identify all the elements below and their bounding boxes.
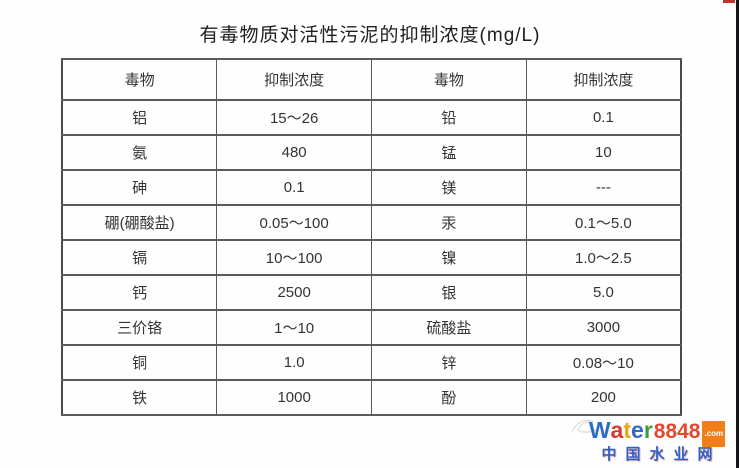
concentration-cell: 3000 — [525, 309, 682, 346]
table-row: 铝 15～26 铅 0.1 — [61, 99, 682, 136]
concentration-cell: 0.1 — [525, 99, 682, 136]
table-row: 硼(硼酸盐) 0.05～100 汞 0.1～5.0 — [61, 204, 682, 241]
concentration-cell: 0.1 — [216, 169, 372, 206]
brand-number: 8848 — [653, 420, 701, 443]
header-cell-concentration-left: 抑制浓度 — [216, 58, 372, 101]
brand-letter: t — [623, 417, 632, 443]
concentration-cell: 0.05～100 — [216, 204, 372, 241]
page-title: 有毒物质对活性污泥的抑制浓度(mg/L) — [199, 25, 541, 46]
site-name: 中国水业网 — [601, 446, 722, 463]
brand-letter: W — [588, 417, 611, 443]
toxin-concentration-table: 毒物 抑制浓度 毒物 抑制浓度 铝 15～26 铅 0.1 氨 480 锰 10… — [61, 58, 682, 416]
toxin-cell: 铝 — [61, 99, 218, 136]
toxin-cell: 铅 — [371, 99, 527, 136]
header-cell-toxin-right: 毒物 — [371, 58, 527, 101]
concentration-cell: 2500 — [216, 274, 372, 311]
toxin-cell: 氨 — [61, 134, 218, 171]
toxin-cell: 锌 — [371, 344, 527, 381]
toxin-cell: 酚 — [371, 379, 527, 416]
concentration-cell: 1.0 — [216, 344, 372, 381]
toxin-cell: 铜 — [61, 344, 218, 381]
toxin-cell: 镁 — [371, 169, 527, 206]
table-row: 铁 1000 酚 200 — [61, 379, 682, 416]
concentration-cell: 0.1～5.0 — [525, 204, 682, 241]
table-row: 砷 0.1 镁 --- — [61, 169, 682, 206]
toxin-cell: 汞 — [371, 204, 527, 241]
header-cell-toxin-left: 毒物 — [61, 58, 218, 101]
concentration-cell: 10 — [525, 134, 682, 171]
watermark: W a t e r 8848 .com 中国水业网 — [571, 417, 732, 464]
brand-tld-badge: .com — [702, 421, 726, 447]
brand-letter: e — [631, 417, 644, 443]
concentration-cell: 1000 — [216, 379, 372, 416]
concentration-cell: 1～10 — [216, 309, 372, 346]
table-row: 三价铬 1～10 硫酸盐 3000 — [61, 309, 682, 346]
toxin-cell: 钙 — [61, 274, 218, 311]
concentration-cell: 200 — [525, 379, 682, 416]
table-row: 铜 1.0 锌 0.08～10 — [61, 344, 682, 381]
concentration-cell: 1.0～2.5 — [525, 239, 682, 276]
table-row: 钙 2500 银 5.0 — [61, 274, 682, 311]
toxin-cell: 锰 — [371, 134, 527, 171]
brand-letter: a — [610, 417, 624, 443]
concentration-cell: 5.0 — [525, 274, 682, 311]
concentration-cell: 15～26 — [216, 99, 372, 136]
toxin-cell: 硫酸盐 — [371, 309, 527, 346]
brand-logo: W a t e r 8848 .com — [582, 417, 732, 447]
concentration-cell: 480 — [216, 134, 372, 171]
concentration-cell: 0.08～10 — [525, 344, 682, 381]
table-row: 氨 480 锰 10 — [61, 134, 682, 171]
table-header-row: 毒物 抑制浓度 毒物 抑制浓度 — [61, 58, 682, 101]
toxin-cell: 镍 — [371, 239, 527, 276]
faint-scribble-icon — [571, 419, 603, 433]
concentration-cell: 10～100 — [216, 239, 372, 276]
toxin-cell: 铁 — [61, 379, 218, 416]
toxin-cell: 银 — [371, 274, 527, 311]
toxin-cell: 三价铬 — [61, 309, 218, 346]
header-cell-concentration-right: 抑制浓度 — [525, 58, 682, 101]
right-edge-line — [736, 0, 739, 468]
brand-letter: r — [643, 417, 653, 443]
toxin-cell: 硼(硼酸盐) — [61, 204, 218, 241]
corner-red-mark — [723, 0, 735, 3]
toxin-cell: 砷 — [61, 169, 218, 206]
concentration-cell: --- — [525, 169, 682, 206]
toxin-cell: 镉 — [61, 239, 218, 276]
table-row: 镉 10～100 镍 1.0～2.5 — [61, 239, 682, 276]
